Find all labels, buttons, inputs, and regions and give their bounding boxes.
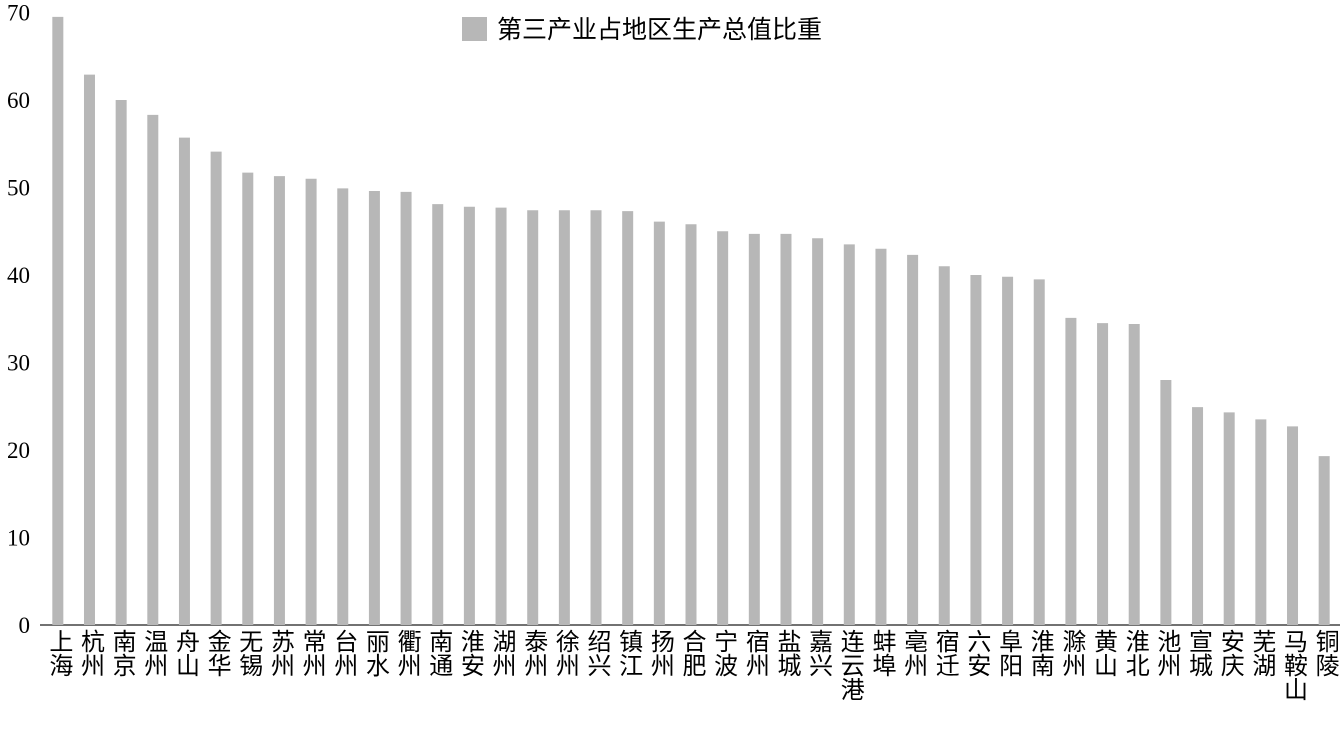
x-tick-label: 扬州 (646, 629, 674, 677)
bar (1192, 407, 1204, 625)
y-tick-label: 30 (7, 351, 30, 376)
x-tick-label: 合肥 (678, 629, 706, 677)
y-tick-label: 40 (7, 263, 30, 288)
bar (1287, 426, 1299, 625)
bar (812, 238, 824, 625)
bar (653, 221, 665, 625)
bar (305, 178, 317, 625)
bar (1318, 456, 1330, 625)
x-tick-label: 常州 (298, 629, 326, 677)
bar (432, 204, 444, 625)
x-tick-label: 宣城 (1185, 629, 1213, 677)
bar (368, 191, 380, 625)
x-tick-label: 上海 (45, 629, 72, 677)
bar (147, 114, 159, 625)
bar (970, 275, 982, 625)
bar (242, 172, 254, 625)
x-tick-label: 马鞍山 (1280, 629, 1308, 701)
x-tick-label: 亳州 (900, 629, 928, 677)
bar (1255, 419, 1267, 625)
x-tick-label: 杭州 (76, 629, 104, 677)
bar (1033, 279, 1045, 625)
bar (590, 210, 602, 625)
x-tick-label: 衢州 (393, 629, 421, 677)
bar (178, 137, 190, 625)
x-tick-label: 蚌埠 (868, 629, 896, 677)
bar (685, 224, 697, 625)
y-tick-label: 0 (19, 613, 31, 638)
bar (463, 206, 475, 625)
bar (337, 188, 349, 625)
bar (1002, 276, 1014, 625)
x-tick-label: 湖州 (488, 629, 516, 677)
x-tick-label: 淮南 (1026, 629, 1054, 677)
bar (1097, 323, 1109, 625)
bar (748, 233, 760, 625)
bar (717, 231, 729, 625)
x-tick-label: 温州 (140, 629, 168, 677)
x-tick-label: 徐州 (551, 629, 579, 677)
bar (495, 207, 507, 625)
bar (1128, 324, 1140, 625)
x-tick-label: 宿迁 (931, 629, 959, 677)
x-tick-label: 连云港 (836, 629, 864, 701)
bar (938, 266, 950, 625)
bar (52, 16, 64, 625)
legend-label: 第三产业占地区生产总值比重 (497, 16, 822, 44)
bar (115, 100, 127, 625)
x-tick-label: 丽水 (361, 629, 389, 677)
x-tick-label: 南通 (425, 629, 453, 677)
y-tick-label: 50 (7, 176, 30, 201)
bar (622, 211, 634, 625)
bar (1065, 317, 1077, 625)
x-tick-label: 无锡 (235, 629, 263, 677)
bar (1160, 380, 1172, 625)
y-tick-label: 20 (7, 438, 30, 463)
x-tick-label: 芜湖 (1248, 629, 1276, 677)
y-tick-label: 60 (7, 88, 30, 113)
bar (210, 151, 222, 625)
y-tick-label: 10 (7, 526, 30, 551)
legend-swatch (462, 17, 487, 41)
x-tick-label: 宿州 (741, 629, 769, 677)
bar (400, 191, 412, 625)
x-tick-label: 六安 (963, 629, 990, 677)
x-tick-label: 铜陵 (1311, 629, 1339, 677)
x-tick-label: 淮北 (1121, 629, 1149, 677)
x-tick-label: 镇江 (615, 629, 643, 677)
x-tick-label: 苏州 (266, 629, 294, 677)
x-tick-label: 泰州 (520, 629, 548, 677)
x-tick-label: 盐城 (773, 629, 801, 677)
x-tick-label: 嘉兴 (805, 629, 833, 677)
x-tick-label: 宁波 (710, 629, 738, 677)
x-tick-label: 池州 (1153, 629, 1181, 677)
bar (875, 248, 887, 625)
x-tick-label: 黄山 (1090, 629, 1117, 677)
bar (907, 254, 919, 625)
bar (780, 233, 792, 625)
bar (527, 210, 539, 625)
x-tick-label: 南京 (108, 629, 135, 677)
bar (843, 244, 855, 625)
x-tick-label: 安庆 (1216, 629, 1244, 677)
x-tick-label: 淮安 (456, 629, 484, 677)
bar (273, 176, 285, 625)
bar (1223, 412, 1235, 625)
x-tick-label: 绍兴 (583, 629, 611, 677)
x-tick-label: 阜阳 (995, 629, 1022, 677)
x-tick-label: 金华 (203, 629, 231, 677)
x-tick-label: 台州 (330, 629, 358, 677)
y-tick-label: 70 (7, 1, 30, 26)
bar (83, 74, 95, 625)
bar (558, 210, 570, 625)
x-tick-label: 舟山 (171, 629, 199, 677)
x-tick-label: 滁州 (1058, 629, 1086, 677)
